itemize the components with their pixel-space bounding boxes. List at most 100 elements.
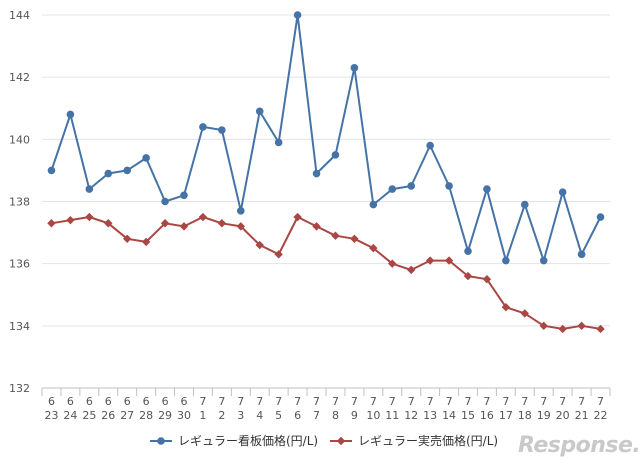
data-point [123, 166, 131, 175]
x-tick-label-month: 6 [162, 395, 169, 408]
x-tick-label-day: 14 [442, 409, 456, 422]
x-tick-label-month: 6 [181, 395, 188, 408]
data-point [407, 182, 416, 190]
series-1 [47, 11, 605, 265]
axes: 1321341361381401421446236246256266276286… [9, 9, 611, 422]
x-tick-label-month: 7 [559, 395, 566, 408]
data-point [104, 169, 113, 178]
data-point [558, 324, 567, 334]
legend-label-1: レギュラー看板価格(円/L) [178, 433, 318, 448]
data-point [577, 250, 586, 259]
data-point [274, 138, 283, 147]
x-tick-label-month: 7 [237, 395, 244, 408]
series-line-2 [51, 216, 601, 330]
data-point [502, 256, 510, 265]
x-tick-label-month: 7 [446, 395, 453, 408]
x-tick-label-month: 6 [143, 395, 150, 408]
data-point [47, 219, 56, 228]
data-point [482, 275, 492, 284]
x-tick-label-day: 1 [199, 409, 206, 422]
data-point [85, 185, 94, 193]
data-point [236, 222, 245, 231]
x-tick-label-day: 16 [480, 409, 494, 422]
data-point [293, 212, 302, 222]
y-tick-label-144: 144 [9, 9, 30, 22]
data-point [445, 182, 453, 190]
data-point [161, 197, 169, 206]
data-point [444, 256, 454, 265]
data-point [350, 64, 359, 72]
x-tick-label-day: 12 [404, 409, 418, 422]
data-point [539, 321, 548, 331]
x-tick-label-day: 22 [594, 409, 608, 422]
data-point [388, 185, 397, 193]
x-tick-label-day: 11 [385, 409, 399, 422]
y-tick-label-136: 136 [9, 258, 30, 271]
series-2 [47, 212, 605, 334]
data-point [331, 231, 340, 240]
data-point [312, 169, 321, 178]
data-point [369, 243, 378, 253]
data-point [123, 234, 132, 243]
x-tick-label-month: 7 [275, 395, 282, 408]
data-point [104, 219, 113, 228]
data-point [521, 200, 529, 209]
x-tick-label-day: 15 [461, 409, 475, 422]
data-point [369, 200, 378, 209]
data-point [85, 212, 94, 222]
data-point [237, 207, 245, 215]
data-point [558, 188, 567, 196]
x-tick-label-day: 20 [556, 409, 570, 422]
x-tick-label-month: 7 [597, 395, 604, 408]
gridlines [42, 14, 610, 327]
data-point [293, 11, 302, 19]
x-tick-label-day: 9 [351, 409, 358, 422]
x-tick-label-month: 7 [199, 395, 206, 408]
x-tick-label-month: 7 [294, 395, 301, 408]
data-point [142, 154, 150, 162]
y-tick-label-132: 132 [9, 382, 30, 395]
x-tick-label-day: 3 [237, 409, 244, 422]
x-tick-label-month: 6 [48, 395, 55, 408]
legend-marker-circle [157, 437, 165, 445]
x-tick-label-month: 7 [370, 395, 377, 408]
x-tick-label-day: 8 [332, 409, 339, 422]
data-point [388, 259, 397, 268]
x-tick-label-day: 18 [518, 409, 532, 422]
y-tick-label-134: 134 [9, 320, 30, 333]
data-point [520, 309, 529, 318]
data-point [483, 185, 491, 193]
x-tick-label-day: 21 [575, 409, 589, 422]
x-tick-label-day: 26 [101, 409, 115, 422]
x-tick-label-day: 17 [499, 409, 513, 422]
x-tick-label-month: 7 [332, 395, 339, 408]
x-tick-label-month: 7 [465, 395, 472, 408]
data-point [539, 256, 548, 265]
x-tick-label-day: 27 [120, 409, 134, 422]
x-tick-label-day: 28 [139, 409, 153, 422]
watermark-logo: Response. [518, 433, 640, 458]
data-point [218, 126, 226, 134]
x-tick-label-month: 7 [313, 395, 320, 408]
data-point [255, 107, 264, 116]
series-line-1 [50, 14, 602, 262]
x-tick-label-day: 23 [44, 409, 58, 422]
data-point [180, 191, 188, 200]
y-tick-label-140: 140 [9, 133, 30, 146]
x-tick-label-month: 7 [389, 395, 396, 408]
data-point [66, 110, 75, 119]
data-point [255, 240, 264, 250]
legend: レギュラー看板価格(円/L) レギュラー実売価格(円/L) [150, 433, 498, 448]
data-point [596, 213, 605, 221]
x-tick-label-day: 30 [177, 409, 191, 422]
data-point [407, 265, 416, 275]
x-tick-label-month: 7 [218, 395, 225, 408]
data-point [141, 237, 151, 247]
x-tick-label-day: 13 [423, 409, 437, 422]
x-tick-label-month: 6 [124, 395, 131, 408]
data-point [426, 141, 434, 150]
x-tick-label-month: 6 [86, 395, 93, 408]
x-tick-label-day: 19 [537, 409, 551, 422]
